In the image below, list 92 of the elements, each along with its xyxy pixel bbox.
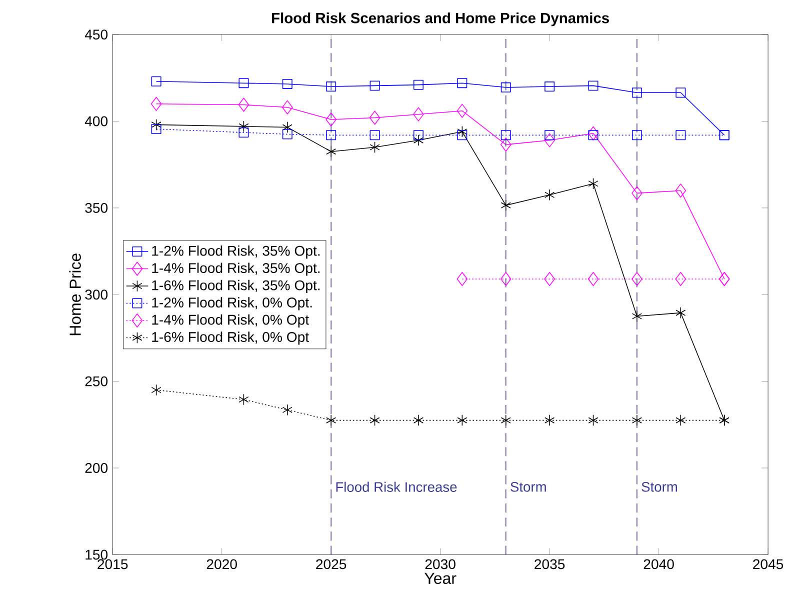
point — [413, 130, 424, 140]
point — [544, 130, 555, 140]
y-tick-label: 300 — [85, 290, 108, 300]
x-tick-label: 2045 — [753, 559, 784, 570]
point — [588, 130, 598, 140]
point — [500, 414, 511, 426]
x-tick-label: 2025 — [316, 559, 346, 570]
point — [370, 80, 380, 91]
point — [588, 80, 598, 91]
point — [457, 414, 468, 426]
y-axis-title: Home Price — [69, 254, 81, 336]
x-tick-label: 2020 — [206, 559, 237, 570]
legend-label: 1-2% Flood Risk, 0% Opt. — [152, 297, 312, 310]
y-tick-label: 250 — [85, 376, 108, 386]
point — [632, 310, 642, 322]
point — [151, 118, 162, 130]
point — [282, 121, 292, 134]
point — [500, 200, 511, 212]
point — [675, 183, 686, 198]
point — [238, 78, 249, 88]
point — [282, 129, 292, 140]
point — [413, 107, 424, 122]
x-tick-label: 2040 — [644, 559, 674, 570]
point — [238, 120, 249, 132]
point — [370, 414, 380, 426]
point — [151, 384, 162, 396]
point — [676, 88, 686, 98]
point — [588, 178, 598, 190]
legend-label: 1-6% Flood Risk, 35% Opt. — [152, 280, 320, 293]
point — [326, 82, 336, 92]
legend-label: 1-6% Flood Risk, 0% Opt — [152, 332, 309, 345]
legend-label: 1-2% Flood Risk, 35% Opt. — [152, 245, 320, 259]
point — [676, 307, 686, 319]
point — [457, 78, 468, 88]
point — [632, 130, 642, 140]
point — [632, 88, 642, 98]
point — [282, 404, 292, 416]
x-tick-label: 2030 — [425, 559, 456, 570]
point — [238, 394, 249, 406]
point — [370, 130, 380, 140]
point — [675, 272, 686, 286]
ref-line-label: Storm — [642, 482, 678, 492]
point — [500, 130, 511, 140]
point — [369, 110, 380, 125]
y-tick-label: 350 — [85, 202, 108, 213]
point — [282, 100, 293, 114]
point — [413, 134, 424, 146]
point — [588, 272, 599, 286]
point — [456, 104, 468, 118]
point — [676, 130, 686, 140]
point — [632, 186, 642, 200]
point — [632, 272, 642, 286]
point — [457, 130, 468, 140]
point — [413, 80, 424, 90]
point — [500, 82, 511, 92]
point — [457, 126, 468, 138]
point — [456, 272, 468, 286]
legend-label: 1-4% Flood Risk, 35% Opt. — [152, 262, 320, 276]
x-axis-title: Year — [424, 572, 456, 584]
point — [282, 78, 292, 89]
point — [150, 96, 162, 111]
point — [544, 82, 555, 92]
ref-line-label: Storm — [510, 482, 546, 492]
chart-title: Flood Risk Scenarios and Home Price Dynamics — [272, 12, 609, 26]
point — [370, 141, 380, 153]
y-tick-label: 150 — [86, 550, 108, 560]
point — [544, 414, 555, 426]
point — [326, 130, 336, 140]
legend-label: 1-4% Flood Risk, 0% Opt — [152, 314, 309, 328]
point — [238, 98, 250, 112]
point — [676, 414, 686, 426]
x-tick-label: 2015 — [98, 559, 128, 570]
x-tick-label: 2035 — [534, 559, 565, 570]
point — [588, 414, 598, 426]
y-tick-label: 200 — [85, 462, 108, 473]
ref-line-label: Flood Risk Increase — [336, 482, 457, 492]
point — [544, 189, 555, 201]
point — [500, 272, 512, 286]
point — [151, 124, 162, 134]
y-tick-label: 400 — [84, 116, 108, 126]
point — [544, 272, 555, 286]
point — [500, 138, 512, 152]
point — [326, 414, 336, 426]
y-tick-label: 450 — [84, 30, 108, 40]
point — [238, 127, 249, 138]
point — [151, 76, 162, 86]
point — [326, 112, 336, 126]
point — [413, 414, 424, 426]
point — [632, 414, 642, 426]
point — [544, 133, 555, 148]
point — [588, 126, 599, 140]
point — [326, 146, 336, 158]
